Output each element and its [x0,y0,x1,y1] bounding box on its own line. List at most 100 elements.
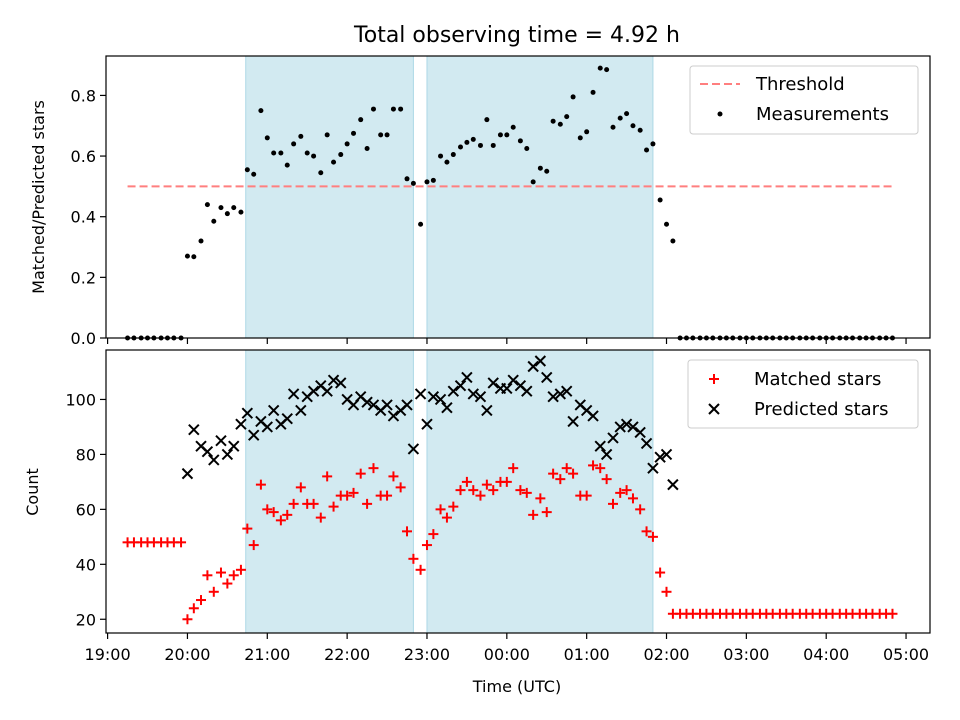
matched-star-point [282,509,293,520]
matched-star-point [342,490,353,501]
legend-measurements-label: Measurements [756,104,889,125]
matched-star-point [176,537,187,548]
predicted-star-point [221,448,234,461]
matched-star-point [481,479,492,490]
measurement-point [338,152,344,158]
x-tick-label: 23:00 [404,645,450,664]
matched-star-point [588,460,599,471]
measurement-point [284,162,290,168]
measurement-point [324,132,330,138]
x-tick-label: 03:00 [723,645,769,664]
matched-star-point [608,498,619,509]
predicted-star-point [248,429,260,441]
shaded-interval-1 [426,55,654,339]
measurement-point [424,179,430,185]
measurement-point [630,123,636,129]
measurement-point [557,121,563,127]
predicted-star-point [321,385,333,397]
predicted-star-point [307,385,320,397]
x-tick-label: 21:00 [244,645,290,664]
predicted-star-point [434,393,447,406]
predicted-star-point [215,434,227,447]
top-shaded-regions [245,55,654,339]
y-tick-label: 80 [76,445,96,464]
measurement-point [444,159,450,165]
matched-star-point [242,523,253,534]
matched-star-point [368,463,379,474]
x-tick-label: 20:00 [164,645,210,664]
measurement-point [198,238,204,244]
matched-star-point [275,515,286,526]
y-tick-label: 60 [76,500,96,519]
matched-star-point [315,512,326,523]
matched-star-point [475,490,486,501]
predicted-star-point [660,448,673,461]
predicted-star-point [567,415,579,428]
measurement-point [331,159,337,165]
top-y-ticks: 0.0 0.2 0.4 0.6 0.8 [71,86,106,348]
matched-star-point [235,564,246,575]
bottom-legend-box [687,359,919,429]
shaded-interval-0 [245,349,414,634]
matched-star-point [182,614,193,625]
predicted-star-point [414,388,427,400]
predicted-star-point [295,404,307,417]
top-legend: Threshold Measurements [689,65,919,135]
predicted-star-point [361,396,373,408]
matched-star-point [388,471,399,482]
measurement-point [184,253,190,259]
measurement-point [610,124,616,130]
measurement-point [544,168,550,174]
legend-matched-swatch [709,374,719,384]
matched-star-point [421,540,432,551]
matched-star-point [555,474,566,485]
measurement-point [238,209,244,215]
bottom-legend: Matched stars Predicted stars [687,359,919,429]
measurement-point [590,89,596,95]
measurement-point [398,106,404,112]
predicted-star-point [447,385,460,397]
legend-predicted-swatch [708,403,720,415]
bottom-panel: 20 40 60 80 100 19:00 20:00 21:00 22:00 23:00 00:… [23,349,931,696]
matched-star-point [308,498,319,509]
measurement-point [218,205,224,211]
measurement-point [358,117,364,123]
measurement-point [504,132,510,138]
matched-star-point [621,485,632,496]
matched-star-point [348,487,359,498]
matched-star-point [441,512,452,523]
predicted-star-point [201,445,214,458]
matched-star-point [262,504,273,515]
matched-star-point [561,463,572,474]
measurement-point [191,254,197,260]
predicted-star-point [560,385,573,397]
matched-star-point [328,501,339,512]
measurement-point [490,142,496,148]
matched-star-point [541,507,552,518]
bottom-y-ticks: 20 40 60 80 100 [65,390,106,629]
measurement-point [304,150,310,156]
matched-star-point [508,463,519,474]
matched-star-point [402,526,413,537]
predicted-star-point [541,371,553,384]
measurement-point [318,170,324,176]
matched-star-point [515,485,526,496]
matched-star-point [627,493,638,504]
predicted-star-point [467,388,479,400]
matched-star-point [188,603,199,614]
predicted-star-point [188,423,200,436]
measurement-point [664,221,670,227]
measurement-point [278,150,284,156]
measurement-point [430,177,436,183]
matched-star-point [615,487,626,498]
predicted-star-point [421,418,433,430]
matched-star-point [528,509,539,520]
x-tick-label: 01:00 [564,645,610,664]
measurement-point [418,221,424,227]
measurement-point [604,67,610,73]
predicted-star-point [335,377,347,389]
measurement-point [291,141,297,147]
measurement-point [537,165,543,171]
matched-star-point [488,485,499,496]
y-tick-label: 0.2 [71,268,96,287]
